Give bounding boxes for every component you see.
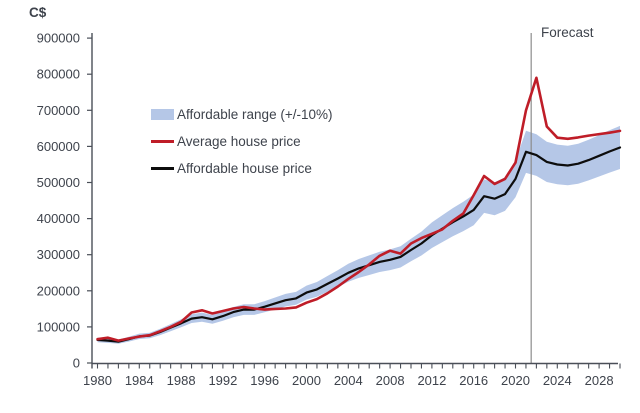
- affordable-price-line-swatch: [151, 167, 174, 170]
- x-tick-label: 1992: [208, 373, 237, 388]
- forecast-label: Forecast: [541, 25, 594, 40]
- x-tick-label: 2020: [501, 373, 530, 388]
- x-tick-label: 1996: [250, 373, 279, 388]
- y-tick-label: 700000: [37, 103, 80, 118]
- x-tick-label: 2004: [334, 373, 363, 388]
- x-tick-label: 2000: [292, 373, 321, 388]
- legend-item-average-price: Average house price: [151, 128, 332, 155]
- average-house-price-line: [96, 76, 622, 342]
- legend-item-affordable-range: Affordable range (+/-10%): [151, 101, 332, 128]
- y-tick-label: 300000: [37, 247, 80, 262]
- legend-label-average-price: Average house price: [177, 134, 301, 149]
- y-tick-label: 0: [73, 356, 80, 371]
- x-tick-label: 2008: [376, 373, 405, 388]
- average-price-line-swatch: [151, 140, 174, 143]
- y-tick-label: 100000: [37, 319, 80, 334]
- x-tick-label: 1988: [167, 373, 196, 388]
- legend-label-affordable-price: Affordable house price: [177, 161, 312, 176]
- x-tick-label: 1984: [125, 373, 154, 388]
- y-tick-label: 500000: [37, 175, 80, 190]
- y-tick-label: 400000: [37, 211, 80, 226]
- legend-item-affordable-price: Affordable house price: [151, 155, 332, 182]
- y-tick-label: 900000: [37, 31, 80, 46]
- x-tick-label: 2024: [543, 373, 572, 388]
- x-tick-label: 2016: [459, 373, 488, 388]
- y-tick-label: 600000: [37, 139, 80, 154]
- y-axis-unit-label: C$: [29, 5, 47, 20]
- x-tick-label: 2028: [585, 373, 614, 388]
- y-tick-label: 800000: [37, 67, 80, 82]
- x-tick-label: 1980: [83, 373, 112, 388]
- affordable-range-swatch: [151, 109, 174, 120]
- x-tick-label: 2012: [417, 373, 446, 388]
- legend: Affordable range (+/-10%) Average house …: [151, 101, 332, 182]
- legend-label-affordable-range: Affordable range (+/-10%): [177, 107, 333, 122]
- affordable-house-price-line: [96, 146, 622, 343]
- affordable-range-band: [97, 125, 620, 344]
- y-tick-label: 200000: [37, 283, 80, 298]
